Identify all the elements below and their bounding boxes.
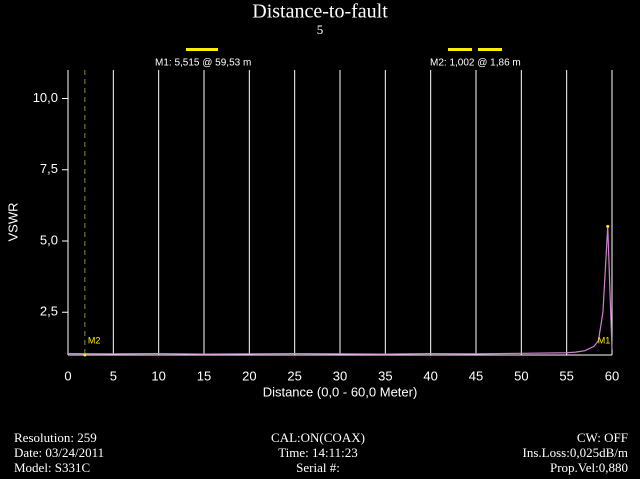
marker-label: M2 (88, 335, 101, 345)
info-text: Prop.Vel:0,880 (550, 460, 628, 475)
x-tick-label: 20 (242, 368, 256, 383)
x-tick-label: 30 (333, 368, 347, 383)
x-tick-label: 10 (151, 368, 165, 383)
x-tick-label: 60 (605, 368, 619, 383)
y-tick-label: 7,5 (40, 161, 58, 176)
marker-indicator (478, 48, 502, 51)
x-tick-label: 55 (559, 368, 573, 383)
y-tick-label: 10,0 (33, 90, 58, 105)
chart-subtitle: 5 (317, 22, 324, 37)
x-tick-label: 50 (514, 368, 528, 383)
x-tick-label: 15 (197, 368, 211, 383)
x-tick-label: 25 (287, 368, 301, 383)
y-axis-label: VSWR (5, 203, 20, 242)
marker-indicator (448, 48, 472, 51)
marker-point (83, 353, 87, 357)
marker-label: M1 (598, 335, 611, 345)
info-text: CAL:ON(COAX) (271, 430, 365, 445)
x-tick-label: 40 (423, 368, 437, 383)
chart-title: Distance-to-fault (252, 1, 388, 23)
marker-readout: M1: 5,515 @ 59,53 m (155, 58, 251, 69)
x-tick-label: 35 (378, 368, 392, 383)
info-text: Ins.Loss:0,025dB/m (523, 445, 628, 460)
data-line (67, 226, 613, 355)
info-text: Date: 03/24/2011 (14, 445, 104, 460)
marker-point (606, 224, 610, 228)
info-text: Time: 14:11:23 (278, 445, 358, 460)
marker-readout: M2: 1,002 @ 1,86 m (430, 58, 521, 69)
x-tick-label: 5 (110, 368, 117, 383)
y-tick-label: 5,0 (40, 232, 58, 247)
info-text: Resolution: 259 (14, 430, 97, 445)
x-tick-label: 0 (64, 368, 71, 383)
info-text: Serial #: (296, 460, 340, 475)
x-tick-label: 45 (469, 368, 483, 383)
info-text: Model: S331C (14, 460, 90, 475)
x-axis-label: Distance (0,0 - 60,0 Meter) (263, 384, 418, 399)
y-tick-label: 2,5 (40, 304, 58, 319)
info-text: CW: OFF (577, 430, 628, 445)
marker-indicator (186, 48, 218, 51)
